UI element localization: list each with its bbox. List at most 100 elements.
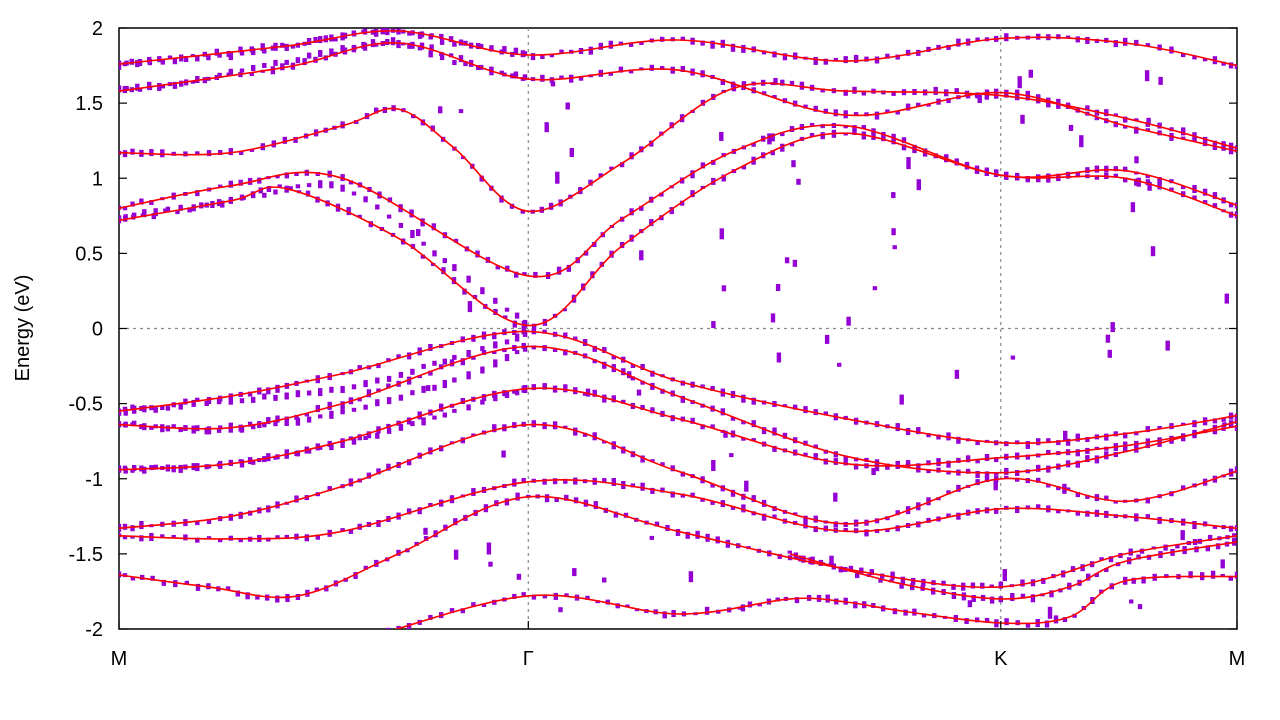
unfolded-point bbox=[1181, 191, 1186, 198]
unfolded-point bbox=[318, 36, 323, 44]
unfolded-point bbox=[695, 530, 700, 539]
unfolded-point bbox=[284, 452, 289, 459]
unfolded-point bbox=[304, 534, 309, 542]
unfolded-point bbox=[295, 57, 301, 64]
unfolded-point bbox=[824, 334, 830, 344]
unfolded-point bbox=[460, 358, 465, 366]
unfolded-point bbox=[220, 200, 225, 208]
unfolded-point bbox=[823, 58, 828, 65]
unfolded-point bbox=[954, 88, 959, 95]
unfolded-point bbox=[751, 142, 756, 147]
unfolded-point bbox=[1228, 424, 1234, 428]
unfolded-point bbox=[165, 405, 171, 411]
unfolded-point bbox=[1234, 571, 1237, 579]
unfolded-point bbox=[123, 408, 128, 416]
unfolded-point bbox=[895, 54, 900, 60]
unfolded-point bbox=[885, 464, 890, 470]
unfolded-point bbox=[573, 477, 578, 485]
unfolded-point bbox=[190, 80, 196, 84]
unfolded-point bbox=[414, 541, 419, 546]
unfolded-point bbox=[793, 404, 798, 410]
unfolded-point bbox=[406, 508, 412, 515]
unfolded-point bbox=[639, 250, 644, 261]
unfolded-point bbox=[1180, 530, 1185, 541]
unfolded-point bbox=[410, 230, 415, 238]
unfolded-point bbox=[1080, 564, 1085, 572]
unfolded-point bbox=[504, 307, 510, 312]
unfolded-point bbox=[848, 565, 854, 572]
unfolded-point bbox=[1221, 417, 1226, 422]
unfolded-point bbox=[390, 37, 396, 46]
unfolded-point bbox=[171, 424, 176, 429]
unfolded-point bbox=[711, 321, 716, 329]
unfolded-point bbox=[926, 433, 931, 438]
unfolded-point bbox=[202, 77, 207, 84]
unfolded-point bbox=[206, 518, 212, 524]
unfolded-point bbox=[306, 390, 312, 396]
unfolded-point bbox=[864, 457, 869, 462]
unfolded-point bbox=[628, 42, 634, 47]
unfolded-point bbox=[1085, 510, 1090, 517]
unfolded-point bbox=[370, 39, 376, 48]
y-tick-label: 1.5 bbox=[75, 93, 103, 115]
unfolded-point bbox=[993, 479, 998, 491]
unfolded-point bbox=[260, 43, 265, 52]
unfolded-point bbox=[980, 582, 985, 589]
unfolded-point bbox=[629, 152, 634, 160]
unfolded-point bbox=[751, 420, 756, 428]
unfolded-point bbox=[542, 594, 548, 599]
unfolded-point bbox=[513, 71, 519, 79]
unfolded-point bbox=[1169, 423, 1174, 430]
unfolded-point bbox=[318, 414, 323, 419]
unfolded-point bbox=[853, 601, 858, 609]
unfolded-point bbox=[542, 383, 547, 390]
unfolded-point bbox=[744, 480, 749, 492]
unfolded-point bbox=[295, 594, 301, 600]
unfolded-point bbox=[466, 371, 471, 380]
unfolded-point bbox=[984, 471, 990, 478]
unfolded-point bbox=[864, 529, 869, 537]
unfolded-point bbox=[501, 450, 506, 458]
unfolded-point bbox=[266, 387, 271, 395]
unfolded-point bbox=[386, 375, 392, 382]
unfolded-point bbox=[410, 368, 415, 375]
unfolded-point bbox=[650, 487, 655, 494]
unfolded-point bbox=[499, 70, 504, 75]
unfolded-point bbox=[318, 180, 323, 189]
unfolded-point bbox=[153, 405, 158, 413]
unfolded-point bbox=[820, 88, 825, 93]
unfolded-point bbox=[611, 478, 616, 486]
unfolded-point bbox=[262, 192, 267, 198]
unfolded-point bbox=[977, 95, 982, 103]
unfolded-point bbox=[1036, 504, 1041, 510]
unfolded-point bbox=[1065, 438, 1071, 446]
unfolded-point bbox=[1157, 426, 1162, 429]
unfolded-point bbox=[411, 114, 416, 119]
unfolded-point bbox=[514, 350, 520, 355]
unfolded-point bbox=[688, 571, 694, 583]
unfolded-point bbox=[710, 386, 715, 391]
unfolded-point bbox=[239, 150, 244, 155]
unfolded-point bbox=[970, 582, 976, 589]
unfolded-point bbox=[135, 83, 140, 91]
unfolded-point bbox=[660, 388, 665, 394]
unfolded-point bbox=[514, 271, 519, 278]
unfolded-point bbox=[700, 40, 705, 46]
unfolded-point bbox=[994, 507, 999, 514]
unfolded-point bbox=[175, 210, 180, 215]
unfolded-point bbox=[730, 43, 736, 52]
unfolded-point bbox=[1113, 166, 1118, 172]
unfolded-point bbox=[514, 390, 520, 396]
unfolded-point bbox=[1157, 44, 1162, 51]
unfolded-point bbox=[195, 190, 200, 197]
unfolded-point bbox=[833, 492, 838, 502]
unfolded-point bbox=[852, 86, 857, 94]
unfolded-point bbox=[680, 493, 685, 498]
unfolded-point bbox=[780, 143, 785, 152]
unfolded-point bbox=[417, 46, 423, 51]
unfolded-point bbox=[132, 420, 137, 426]
unfolded-point bbox=[1145, 128, 1150, 132]
y-axis-ticks: -2 -1.5 -1 -0.5 0 0.5 1 1.5 2 bbox=[69, 18, 1237, 641]
unfolded-point bbox=[1056, 509, 1061, 514]
